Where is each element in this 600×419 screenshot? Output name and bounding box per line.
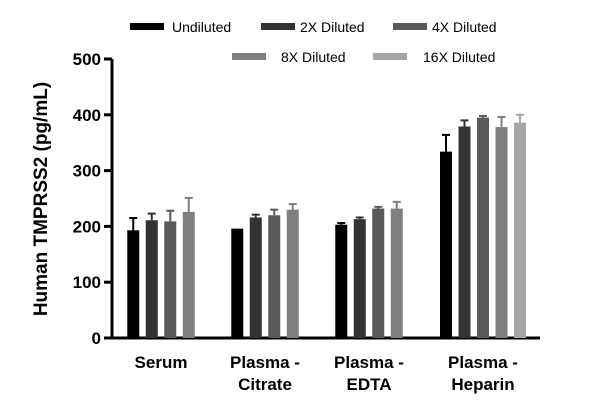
legend-swatch: [373, 53, 407, 60]
x-category-label: Plasma -: [334, 353, 404, 372]
axes: 0 100 200 300 400 500 Serum Plasma - Citrate Plas…: [73, 50, 540, 394]
y-axis-title: Human TMPRSS2 (pg/mL): [31, 82, 52, 316]
bar: [372, 208, 385, 338]
bar: [164, 221, 177, 338]
bar: [145, 220, 158, 338]
x-category-label: Heparin: [451, 375, 514, 394]
y-tick-label: 400: [73, 106, 101, 125]
bar: [286, 209, 299, 338]
x-category-label: Plasma -: [448, 353, 518, 372]
legend-swatch: [393, 23, 427, 30]
x-category-label: Citrate: [238, 375, 292, 394]
bar: [514, 122, 526, 338]
y-tick-label: 0: [92, 329, 101, 348]
legend-label: 4X Diluted: [432, 19, 497, 35]
legend-swatch: [261, 23, 295, 30]
y-tick-label: 500: [73, 50, 101, 69]
legend-label: 2X Diluted: [300, 19, 365, 35]
y-tick-label: 300: [73, 162, 101, 181]
legend-label: 16X Diluted: [423, 49, 495, 65]
legend-label: Undiluted: [172, 19, 231, 35]
x-category-label: Plasma -: [230, 353, 300, 372]
y-tick-label: 100: [73, 273, 101, 292]
legend-label: 8X Diluted: [281, 49, 346, 65]
bars: [127, 113, 526, 339]
bar: [390, 208, 403, 338]
x-category-label: EDTA: [346, 375, 391, 394]
legend-swatch: [130, 23, 164, 30]
bar: [249, 217, 262, 338]
bar: [458, 126, 471, 338]
bar: [268, 215, 281, 338]
legend: Undiluted 2X Diluted 4X Diluted 8X Diluted 1…: [130, 19, 497, 65]
bar: [495, 127, 508, 339]
bar: [335, 224, 348, 338]
bar: [353, 219, 366, 338]
x-category-label: Serum: [135, 353, 188, 372]
bar: [127, 230, 140, 338]
bar: [182, 211, 195, 338]
bar: [231, 228, 244, 338]
legend-swatch: [232, 53, 266, 60]
bar: [440, 151, 452, 338]
bar: [477, 117, 489, 338]
y-tick-label: 200: [73, 217, 101, 236]
